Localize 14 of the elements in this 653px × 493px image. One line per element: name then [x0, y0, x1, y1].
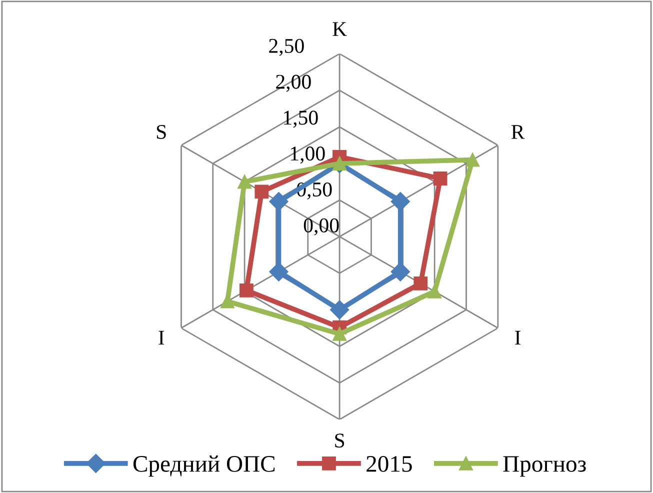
- y-tick-label: 2,00: [276, 74, 311, 92]
- y-tick-label: 0,00: [304, 218, 339, 236]
- spoke-label: I: [158, 330, 164, 345]
- legend-label: Прогноз: [503, 456, 586, 477]
- spoke-label: S: [156, 124, 166, 139]
- y-tick-label: 2,50: [269, 38, 304, 56]
- y-tick-label: 1,00: [290, 146, 325, 164]
- spoke-label: K: [332, 22, 347, 36]
- spoke-label: S: [335, 434, 344, 448]
- legend-label: Средний ОПС: [133, 455, 275, 477]
- spoke-label: I: [515, 330, 520, 345]
- spoke-label: R: [511, 125, 525, 139]
- legend-label: 2015: [366, 456, 412, 472]
- y-tick-label: 1,50: [284, 110, 318, 128]
